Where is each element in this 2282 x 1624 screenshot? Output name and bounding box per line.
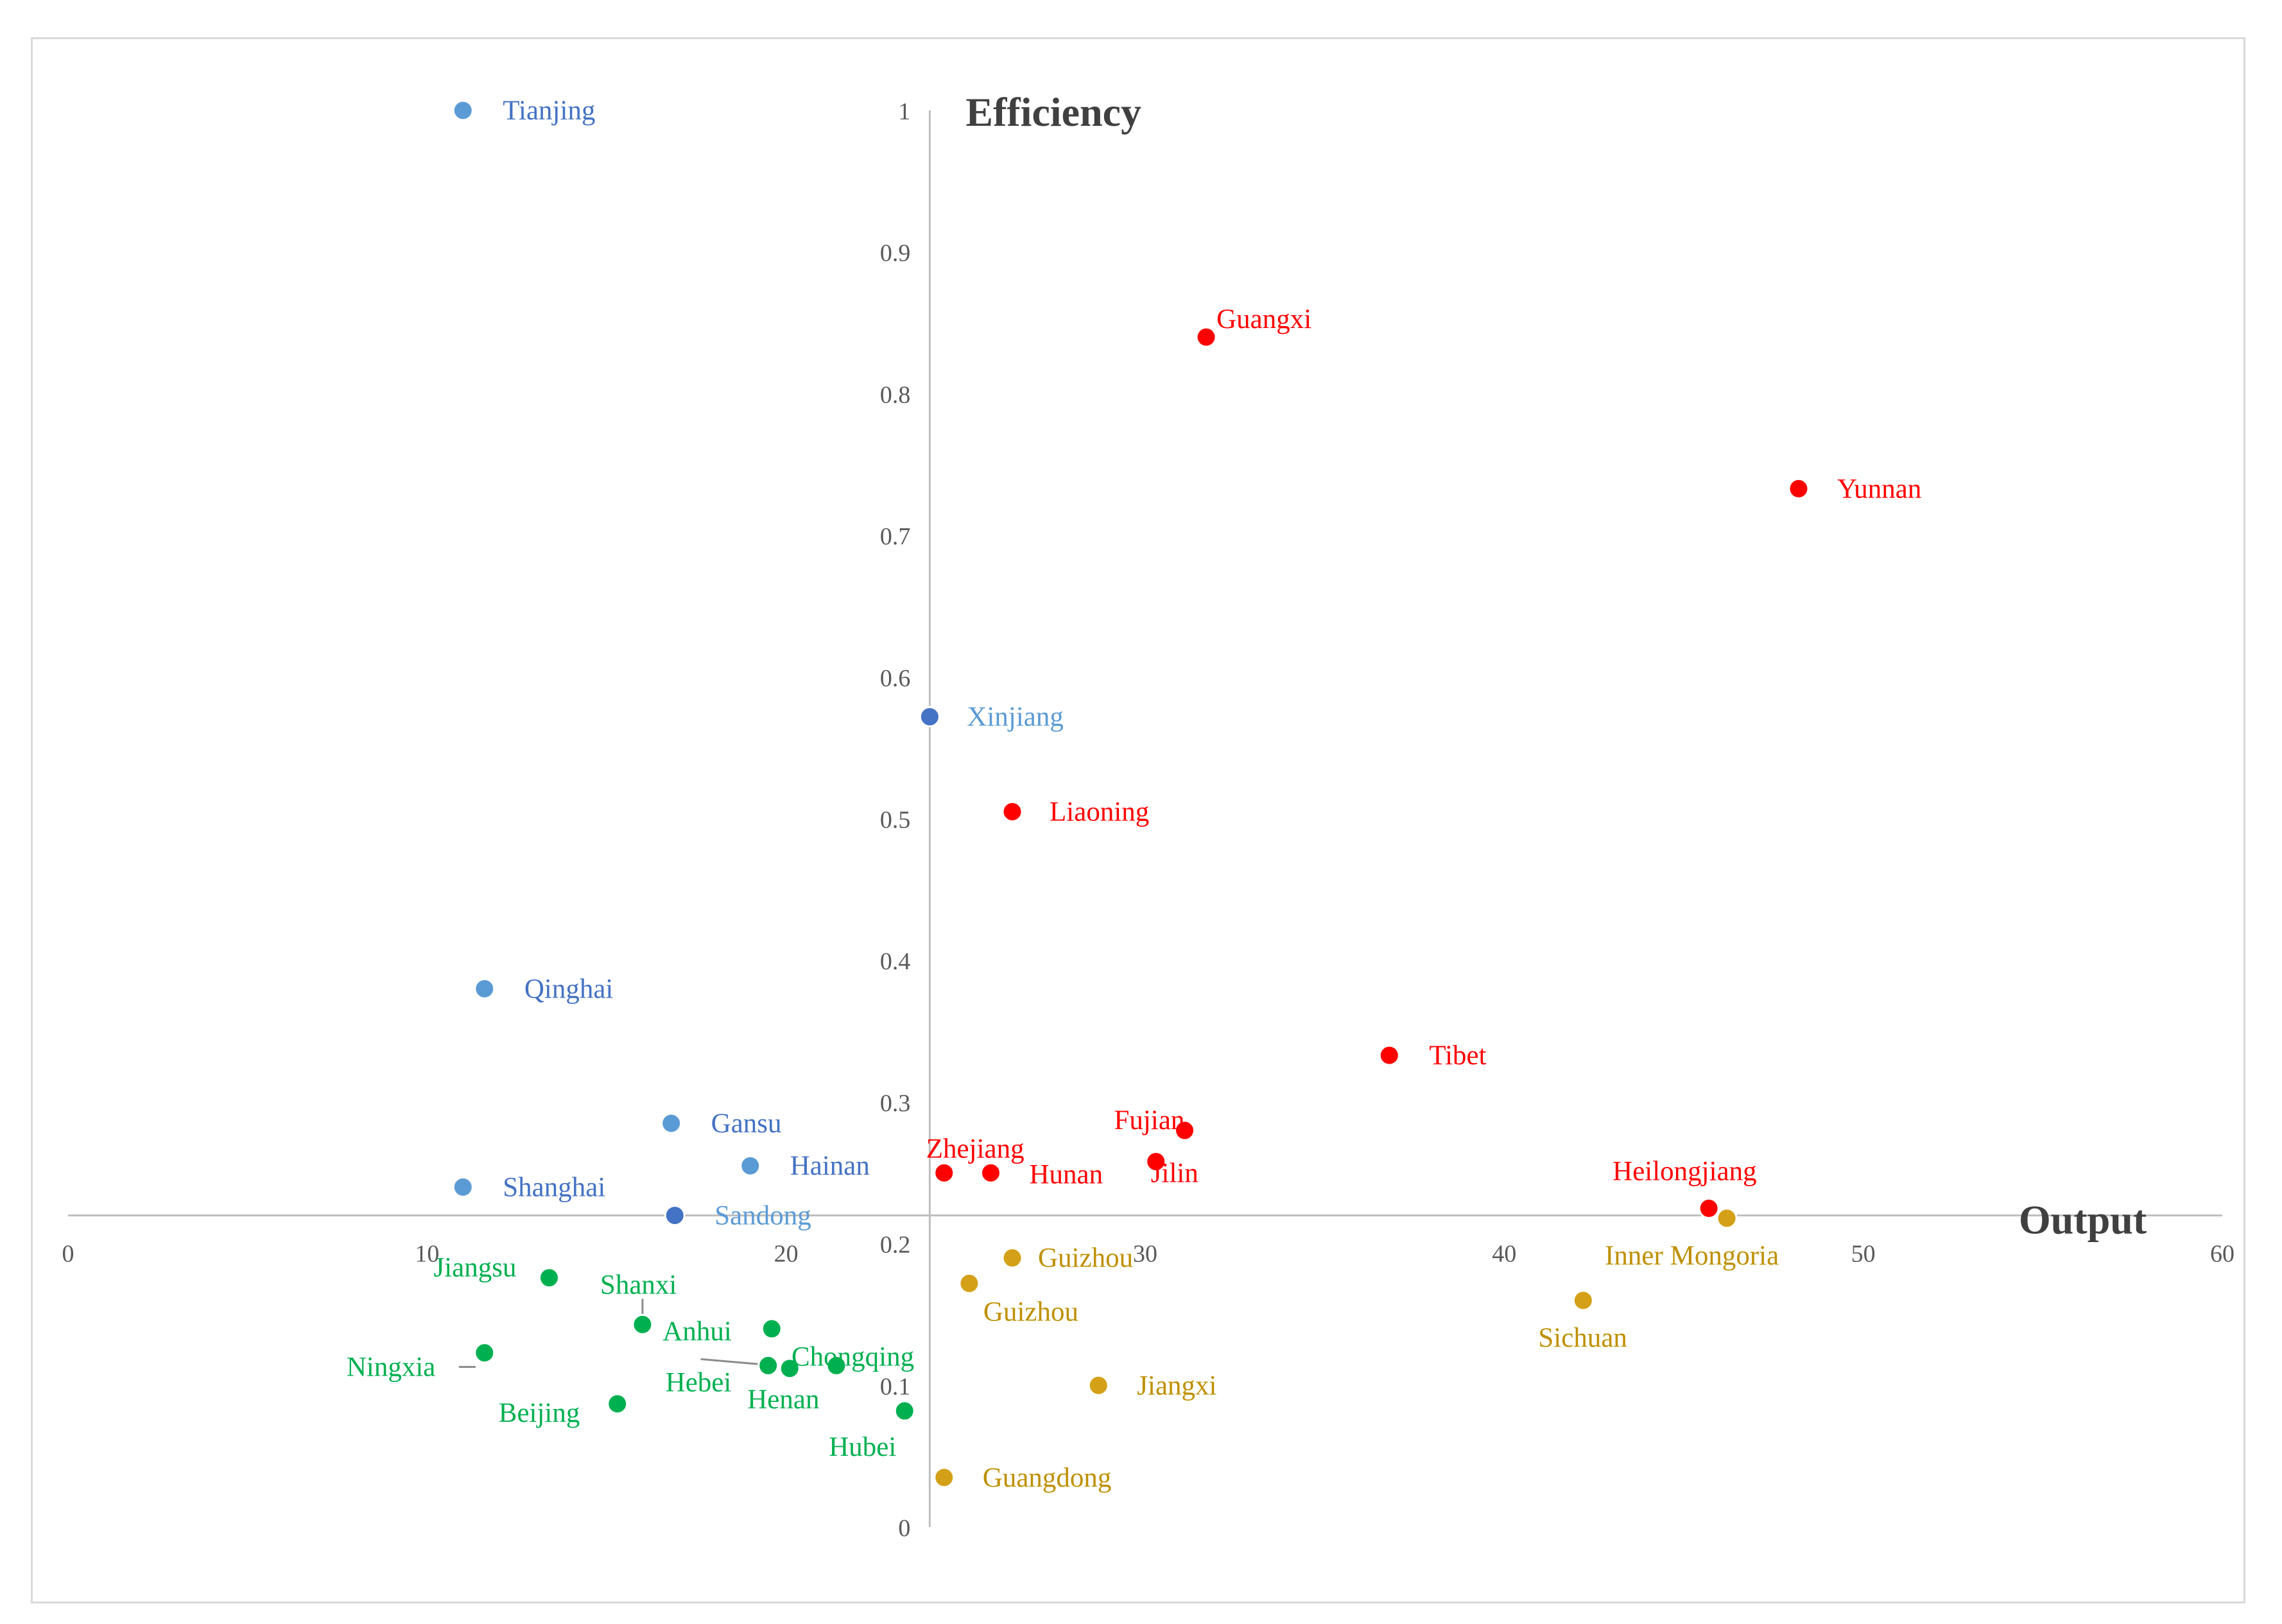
scatter-point	[474, 978, 496, 999]
x-tick-label: 20	[774, 1240, 799, 1267]
point-label: Chongqing	[791, 1342, 914, 1372]
point-label: Inner Mongoria	[1605, 1241, 1779, 1271]
scatter-point	[980, 1162, 1001, 1184]
chart-frame	[31, 37, 2245, 1603]
scatter-point	[607, 1393, 628, 1415]
x-axis-title: Output	[2019, 1196, 2147, 1242]
y-tick-label: 0.4	[880, 948, 911, 975]
y-axis-title: Efficiency	[965, 89, 1141, 135]
y-tick-label: 0.6	[880, 665, 911, 692]
scatter-point	[1087, 1374, 1109, 1396]
point-label: Jilin	[1151, 1159, 1198, 1189]
scatter-point	[825, 1354, 847, 1376]
point-label: Shanghai	[503, 1172, 605, 1202]
y-tick-label: 1	[898, 98, 910, 125]
point-label: Tibet	[1429, 1041, 1486, 1071]
point-label: Anhui	[662, 1317, 732, 1347]
point-label: Sichuan	[1538, 1323, 1627, 1353]
scatter-point	[761, 1318, 782, 1340]
y-tick-label: 0.1	[880, 1373, 911, 1400]
scatter-point	[661, 1112, 682, 1134]
point-label: Xinjiang	[967, 702, 1063, 732]
scatter-point	[1174, 1119, 1196, 1141]
x-tick-labels: 0 10 20 30 40 50 60	[62, 1240, 2235, 1267]
x-tick-label: 0	[62, 1240, 74, 1267]
point-label: Gansu	[711, 1109, 782, 1139]
point-label: Yunnan	[1837, 474, 1921, 504]
point-label: Guizhou	[1038, 1243, 1133, 1274]
scatter-point	[474, 1342, 496, 1364]
leader-lines	[458, 1299, 761, 1369]
x-tick-label: 10	[415, 1240, 439, 1267]
scatter-point	[539, 1267, 560, 1289]
point-label: Fujian	[1114, 1105, 1185, 1136]
scatter-point	[1572, 1290, 1594, 1311]
y-tick-label: 0.7	[880, 523, 911, 550]
point-label: Qinghai	[524, 974, 614, 1004]
point-label: Hubei	[829, 1432, 896, 1462]
y-tick-label: 0	[898, 1515, 910, 1542]
scatter-point	[1378, 1044, 1400, 1066]
scatter-point	[894, 1400, 915, 1422]
y-tick-label: 0.3	[880, 1090, 911, 1117]
x-tick-label: 40	[1492, 1240, 1516, 1267]
point-label: Zhejiang	[926, 1134, 1024, 1164]
scatter-point	[958, 1272, 980, 1294]
x-tick-label: 30	[1133, 1240, 1157, 1267]
scatter-point	[452, 99, 474, 121]
scatter-point	[757, 1354, 779, 1376]
x-tick-label: 50	[1851, 1240, 1876, 1267]
scatter-point	[933, 1467, 955, 1489]
scatter-point	[452, 1176, 474, 1198]
y-tick-label: 0.9	[880, 240, 911, 267]
point-label: Guangxi	[1216, 304, 1311, 334]
scatter-point	[1145, 1151, 1167, 1173]
point-label: Jiangxi	[1137, 1370, 1216, 1401]
scatter-point	[1698, 1197, 1720, 1219]
scatter-point	[1001, 1247, 1023, 1269]
scatter-point	[779, 1358, 800, 1379]
scatter-point	[664, 1204, 686, 1226]
point-label: Jiangsu	[434, 1253, 517, 1283]
point-label: Shanxi	[600, 1270, 677, 1300]
point-labels: Tianjing Qinghai Gansu Hainan Shanghai Xinjia…	[347, 96, 1922, 1493]
point-label: Hebei	[666, 1367, 732, 1397]
y-tick-label: 0.8	[880, 381, 911, 408]
scatter-point	[632, 1313, 653, 1335]
point-label: Guizhou	[983, 1297, 1078, 1327]
leader-line	[700, 1358, 761, 1365]
point-label: Tianjing	[503, 96, 595, 126]
point-label: Ningxia	[347, 1352, 436, 1383]
y-tick-label: 0.5	[880, 807, 911, 834]
point-label: Guangdong	[983, 1463, 1112, 1493]
scatter-point	[739, 1155, 761, 1177]
y-tick-label: 0.2	[880, 1232, 911, 1259]
point-label: Hunan	[1029, 1159, 1103, 1189]
point-label: Liaoning	[1050, 797, 1149, 827]
x-tick-label: 60	[2210, 1240, 2234, 1267]
y-tick-labels: 0 0.1 0.2 0.3 0.4 0.5 0.6 0.7 0.8 0.9 1	[880, 98, 911, 1542]
scatter-point	[933, 1162, 955, 1184]
point-label: Heilongjiang	[1612, 1156, 1757, 1186]
scatter-point	[1716, 1207, 1738, 1229]
scatter-point	[919, 706, 940, 728]
point-label: Sandong	[714, 1200, 811, 1231]
point-label: Henan	[747, 1385, 819, 1415]
point-label: Beijing	[499, 1398, 580, 1428]
scatter-point	[1195, 326, 1217, 348]
scatter-point	[1001, 800, 1023, 822]
scatter-point	[1788, 478, 1810, 499]
point-label: Hainan	[790, 1151, 870, 1181]
data-points	[452, 99, 1810, 1489]
